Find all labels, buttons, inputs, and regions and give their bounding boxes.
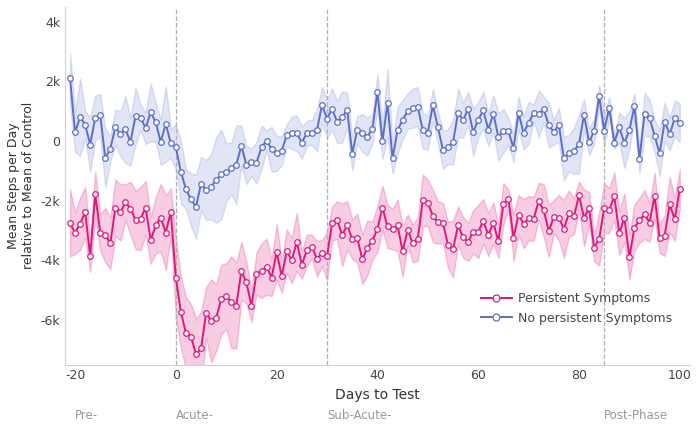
Text: Pre-: Pre- xyxy=(75,409,98,422)
Text: Acute-: Acute- xyxy=(176,409,214,422)
Text: Sub-Acute-: Sub-Acute- xyxy=(327,409,391,422)
X-axis label: Days to Test: Days to Test xyxy=(335,388,420,402)
Y-axis label: Mean Steps per Day
relative to Mean of Control: Mean Steps per Day relative to Mean of C… xyxy=(7,102,35,269)
Legend: Persistent Symptoms, No persistent Symptoms: Persistent Symptoms, No persistent Sympt… xyxy=(476,287,678,330)
Text: Post-Phase: Post-Phase xyxy=(604,409,668,422)
